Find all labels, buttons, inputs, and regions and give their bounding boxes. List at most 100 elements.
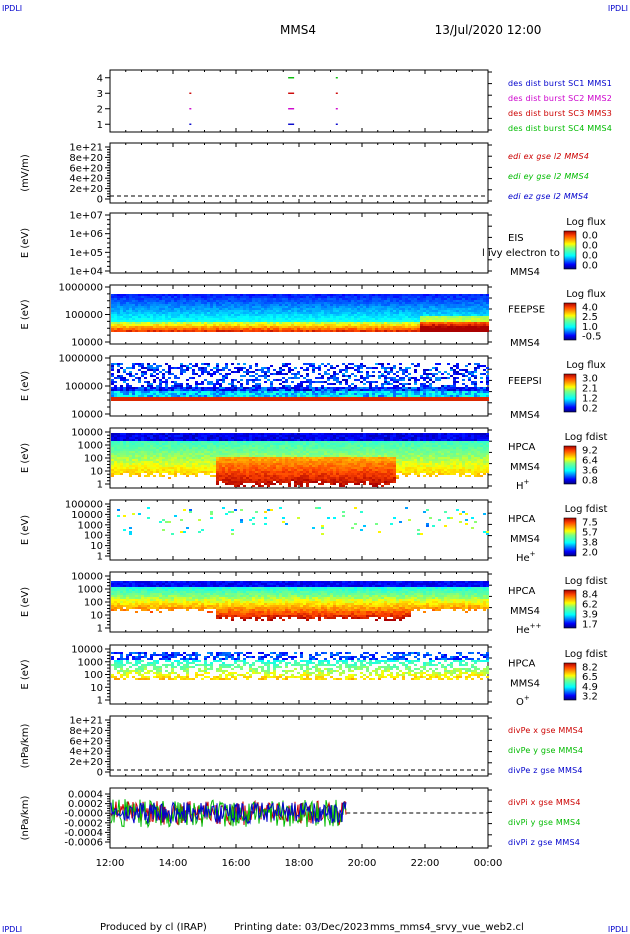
spectrogram-cell [309,306,312,308]
spectrogram-cell [216,391,219,393]
spectrogram-cell [147,389,150,391]
spectrogram-cell [246,300,249,302]
panel-burst-flags [109,69,489,133]
spectrogram-cell [117,304,120,306]
spectrogram-cell [174,326,177,328]
spectrogram-cell [276,296,279,298]
spectrogram-cell [480,300,483,302]
spectrogram-cell [225,367,228,369]
spectrogram-cell [297,377,300,379]
spectrogram-cell [459,300,462,302]
spectrogram-cell [369,324,372,326]
spectrogram-cell [276,318,279,320]
spectrogram-cell [339,369,342,371]
spectrogram-cell [285,294,288,296]
spectrogram-cell [207,314,210,316]
spectrogram-cell [468,304,471,306]
spectrogram-cell [252,320,255,322]
spectrogram-cell [267,310,270,312]
spectrogram-cell [231,314,234,316]
spectrogram-cell [201,369,204,371]
spectrogram-cell [177,377,180,379]
spectrogram-cell [327,389,330,391]
spectrogram-cell [150,451,153,453]
spectrogram-cell [171,469,174,471]
spectrogram-cell [390,395,393,397]
spectrogram-cell [426,310,429,312]
spectrogram-cell [402,318,405,320]
spectrogram-cell [441,322,444,324]
spectrogram-cell [294,306,297,308]
spectrogram-cell [465,312,468,314]
spectrogram-cell [354,375,357,377]
spectrogram-cell [111,308,114,310]
spectrogram-cell [369,312,372,314]
spectrogram-cell [162,435,165,437]
spectrogram-cell [483,399,486,401]
spectrogram-cell [408,310,411,312]
spectrogram-cell [450,294,453,296]
spectrogram-cell [225,318,228,320]
spectrogram-cell [369,383,372,385]
spectrogram-cell [321,389,324,391]
spectrogram-cell [333,302,336,304]
spectrogram-cell [381,310,384,312]
spectrogram-cell [231,381,234,383]
spectrogram-cell [345,393,348,395]
spectrogram-cell [192,369,195,371]
spectrogram-cell [450,308,453,310]
spectrogram-cell [147,449,150,451]
spectrogram-cell [165,439,168,441]
spectrogram-cell [423,326,426,328]
spectrogram-cell [120,461,123,463]
spectrogram-cell [459,326,462,328]
spectrogram-cell [201,306,204,308]
spectrogram-cell [147,300,150,302]
spectrogram-cell [477,312,480,314]
spectrogram-cell [117,371,120,373]
spectrogram-cell [360,397,363,399]
spectrogram-cell [375,393,378,395]
spectrogram-cell [339,298,342,300]
spectrogram-cell [186,308,189,310]
spectrogram-cell [174,389,177,391]
spectrogram-cell [375,367,378,369]
spectrogram-cell [378,322,381,324]
spectrogram-cell [216,365,219,367]
spectrogram-cell [216,395,219,397]
spectrogram-cell [402,296,405,298]
spectrogram-cell [414,389,417,391]
spectrogram-cell [396,302,399,304]
spectrogram-cell [333,314,336,316]
spectrogram-cell [111,461,114,463]
spectrogram-cell [132,314,135,316]
spectrogram-cell [471,381,474,383]
spectrogram-cell [144,316,147,318]
spectrogram-cell [375,328,378,330]
spectrogram-cell [399,314,402,316]
spectrogram-cell [348,320,351,322]
spectrogram-cell [243,320,246,322]
spectrogram-cell [339,308,342,310]
spectrogram-cell [342,379,345,381]
y-tick-label: 1 [97,480,103,491]
spectrogram-cell [150,395,153,397]
spectrogram-cell [432,294,435,296]
spectrogram-cell [267,316,270,318]
spectrogram-cell [306,379,309,381]
spectrogram-cell [270,328,273,330]
spectrogram-cell [276,314,279,316]
spectrogram-cell [249,326,252,328]
spectrogram-cell [420,393,423,395]
spectrogram-cell [312,314,315,316]
spectrogram-cell [231,379,234,381]
spectrogram-cell [324,393,327,395]
spectrogram-cell [291,318,294,320]
spectrogram-cell [348,312,351,314]
spectrogram-cell [126,316,129,318]
spectrogram-cell [315,304,318,306]
spectrogram-cell [387,318,390,320]
spectrogram-cell [345,326,348,328]
spectrogram-cell [180,397,183,399]
spectrogram-cell [330,324,333,326]
